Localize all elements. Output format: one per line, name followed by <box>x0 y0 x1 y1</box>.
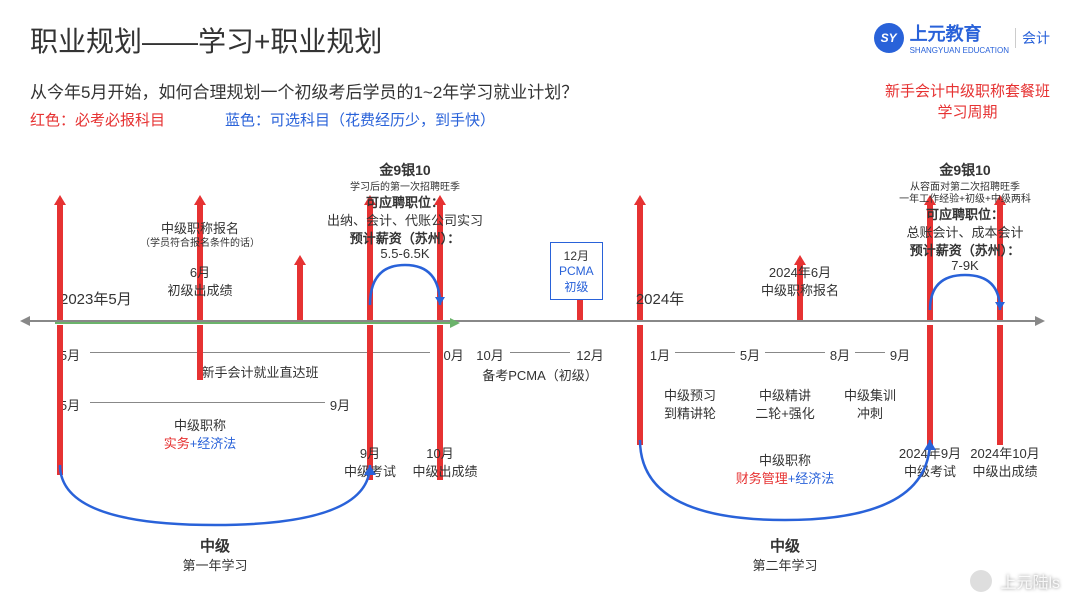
green-arrow <box>450 318 460 328</box>
arc1-l1: 中级 <box>200 535 230 556</box>
watermark: 上元陆ls <box>970 569 1060 593</box>
brand-logo: SY 上元教育 SHANGYUAN EDUCATION 会计 <box>874 20 1050 55</box>
axis-arrow-right <box>1035 316 1045 326</box>
start-label: 2023年5月 <box>60 288 132 309</box>
arc1-l2: 第一年学习 <box>182 555 247 574</box>
logo-subtext: SHANGYUAN EDUCATION <box>910 46 1009 55</box>
b4-l1: 10月 <box>426 443 453 462</box>
gold2-l4: 总账会计、成本会计 <box>906 222 1023 241</box>
logo-text: 上元教育 <box>910 20 1009 46</box>
mid2-t2m: 5月 <box>740 345 760 364</box>
b4-l2: 中级出成绩 <box>412 461 477 480</box>
gold2-l5: 预计薪资（苏州）： <box>910 240 1021 259</box>
pcma-m2: 12月 <box>576 345 603 364</box>
axis-arrow-left <box>20 316 30 326</box>
logo-icon: SY <box>874 23 904 53</box>
mid2-t3m: 8月 <box>830 345 850 364</box>
curve-gold2 <box>920 265 1010 320</box>
mid2-t3l1: 中级集训 <box>844 385 896 404</box>
legend-blue: 蓝色：可选科目（花费经历少，到手快） <box>225 109 495 130</box>
pcma-label: 备考PCMA（初级） <box>482 365 598 384</box>
e1-top1b: （学员符合报名条件的话） <box>140 234 260 249</box>
o24-l2: 中级出成绩 <box>972 461 1037 480</box>
bar-e2 <box>297 265 303 320</box>
package-label: 新手会计中级职称套餐班 学习周期 <box>885 80 1050 122</box>
gold1-l3: 可应聘职位： <box>366 192 444 211</box>
arc-year2 <box>630 430 940 540</box>
mid2-t2l1: 中级精讲 <box>759 385 811 404</box>
arc2-l2: 第二年学习 <box>752 555 817 574</box>
dbar-sep24 <box>927 325 933 445</box>
bar-start <box>57 205 63 320</box>
legend-red: 红色：必考必报科目 <box>30 109 165 130</box>
dbar-start <box>57 325 63 475</box>
jun24-l1: 2024年6月 <box>769 262 831 281</box>
arc-year1 <box>50 455 380 545</box>
wechat-icon <box>970 570 992 592</box>
mid2-t1l1: 中级预习 <box>664 385 716 404</box>
dbar-2024 <box>637 325 643 445</box>
gold2-l2b: 一年工作经验+初级+中级两科 <box>899 190 1031 205</box>
curve-gold1 <box>360 255 450 315</box>
mid2-t2l2: 二轮+强化 <box>755 403 815 422</box>
green-axis <box>55 322 450 324</box>
b2-l1: 中级职称 <box>174 415 226 434</box>
gold1-l4: 出纳、会计、代账公司实习 <box>327 210 483 229</box>
arc2-l1: 中级 <box>770 535 800 556</box>
gold1-l1: 金9银10 <box>379 160 430 180</box>
b1-label: 新手会计就业直达班 <box>201 362 318 381</box>
mid2-t1m: 1月 <box>650 345 670 364</box>
e1-top2: 6月 <box>190 262 210 281</box>
o24-l1: 2024年10月 <box>970 443 1039 462</box>
b2-l2: 实务+经济法 <box>164 433 237 452</box>
mid2-t4m: 9月 <box>890 345 910 364</box>
jun24-l2: 中级职称报名 <box>761 280 839 299</box>
mid2-t3l2: 冲刺 <box>857 403 883 422</box>
mid2-t1l2: 到精讲轮 <box>664 403 716 422</box>
y2024-label: 2024年 <box>636 288 684 309</box>
pcma-box: 12月 PCMA 初级 <box>550 242 603 300</box>
slide: 职业规划——学习+职业规划 SY 上元教育 SHANGYUAN EDUCATIO… <box>0 0 1080 608</box>
dbar-oct24 <box>997 325 1003 445</box>
b2-m2: 9月 <box>330 395 350 414</box>
gold2-l1: 金9银10 <box>939 160 990 180</box>
logo-tag: 会计 <box>1015 28 1050 48</box>
pcma-m1: 10月 <box>476 345 503 364</box>
gold1-l2: 学习后的第一次招聘旺季 <box>350 178 460 193</box>
dbar-e1 <box>197 325 203 380</box>
gold1-l5: 预计薪资（苏州）： <box>350 228 461 247</box>
e1-top3: 初级出成绩 <box>167 280 232 299</box>
gold2-l3: 可应聘职位： <box>926 204 1004 223</box>
